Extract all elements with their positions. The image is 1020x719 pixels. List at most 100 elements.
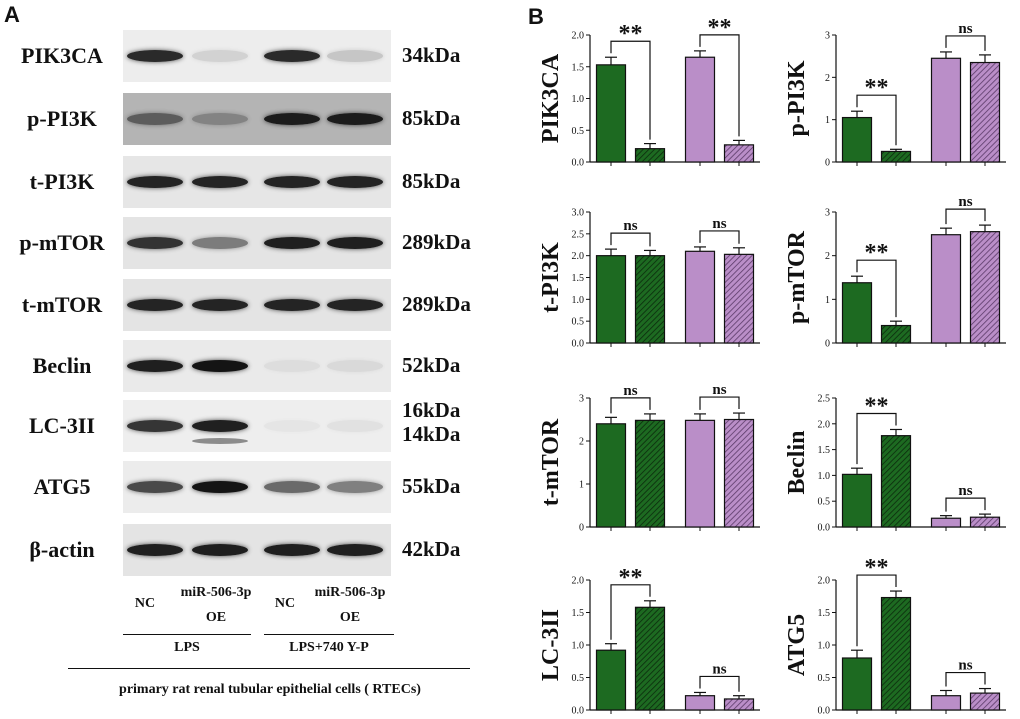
- band-4-0: [127, 299, 183, 311]
- blot-kda-2: 85kDa: [402, 169, 461, 193]
- chart-sig-label-5-1: ns: [958, 483, 972, 499]
- chart-ytick-label-6-0: 0.0: [572, 706, 585, 717]
- panel-letter-a: A: [4, 2, 20, 27]
- band-4-3: [327, 299, 383, 311]
- cells-line: [68, 668, 470, 669]
- band-3-1: [192, 237, 248, 249]
- blot-kda-3: 289kDa: [402, 230, 471, 254]
- chart-ytick-label-7-1: 0.5: [818, 673, 831, 684]
- band-5-3: [327, 360, 383, 372]
- blot-strip-8: [123, 524, 391, 576]
- chart-ylabel-7: ATG5: [784, 614, 810, 676]
- blot-kda-7: 55kDa: [402, 474, 461, 498]
- chart-ytick-label-0-4: 2.0: [572, 31, 585, 42]
- chart-1: p-PI3K 0 1 2 3 ** ns: [784, 21, 1006, 169]
- group-line-lps: [123, 634, 251, 635]
- lane-label-mir-740: miR-506-3p: [314, 585, 386, 600]
- chart-sig-bracket-5-0: [856, 412, 897, 465]
- chart-bar-4-3: [723, 418, 755, 528]
- chart-ytick-label-7-4: 2.0: [818, 576, 831, 587]
- chart-bar-3-3: [969, 231, 1001, 344]
- band-2-3: [327, 176, 383, 188]
- chart-ytick-label-2-1: 0.5: [572, 317, 585, 328]
- band-3-2: [264, 237, 320, 249]
- chart-sig-label-5-0: **: [865, 393, 889, 419]
- chart-sig-bracket-3-1: [945, 208, 986, 225]
- chart-bar-2-1: [634, 255, 666, 344]
- chart-ytick-label-0-3: 1.5: [572, 62, 585, 73]
- chart-sig-label-7-1: ns: [958, 658, 972, 674]
- blot-strip-6: [123, 400, 391, 452]
- lane-label-nc-740: NC: [274, 596, 296, 611]
- chart-sig-bracket-6-1: [699, 675, 740, 692]
- chart-sig-bracket-1-1: [945, 35, 986, 51]
- chart-ytick-label-1-3: 3: [825, 31, 830, 42]
- chart-bar-2-2: [684, 250, 716, 344]
- chart-ytick-label-2-5: 2.5: [572, 229, 585, 240]
- chart-bar-1-1: [880, 150, 912, 163]
- chart-bar-2-0: [595, 255, 627, 344]
- chart-bar-0-1: [634, 148, 666, 163]
- chart-sig-bracket-2-0: [610, 232, 651, 247]
- chart-bar-6-1: [634, 606, 666, 711]
- blot-strip-3: [123, 217, 391, 269]
- chart-sig-label-4-0: ns: [623, 383, 637, 399]
- chart-bar-4-2: [684, 419, 716, 528]
- blot-label-2: t-PI3K: [29, 169, 95, 194]
- band-2-0: [127, 176, 183, 188]
- blot-kda-4: 289kDa: [402, 292, 471, 316]
- chart-sig-bracket-3-0: [856, 259, 897, 318]
- band-8-0: [127, 544, 183, 556]
- chart-ylabel-0: PIK3CA: [538, 53, 564, 143]
- band-0-2: [264, 50, 320, 62]
- chart-bar-1-3: [969, 61, 1001, 163]
- blot-kda-5: 52kDa: [402, 353, 461, 377]
- chart-ytick-label-2-3: 1.5: [572, 273, 585, 284]
- blot-strip-1: [123, 93, 391, 145]
- group-label-lps: LPS: [174, 640, 200, 655]
- chart-bar-6-3: [723, 698, 755, 711]
- band-8-3: [327, 544, 383, 556]
- chart-ytick-label-7-2: 1.0: [818, 641, 831, 652]
- group-label-740: LPS+740 Y-P: [289, 640, 369, 655]
- chart-bar-3-2: [930, 234, 962, 344]
- chart-sig-label-2-0: ns: [623, 218, 637, 234]
- chart-ytick-label-6-2: 1.0: [572, 641, 585, 652]
- chart-sig-bracket-1-0: [856, 94, 897, 146]
- chart-2: t-PI3K 0.0 0.5 1.0 1.5 2.0 2.5 3.0 ns ns: [538, 208, 760, 350]
- chart-ytick-label-0-0: 0.0: [572, 158, 585, 169]
- chart-sig-bracket-7-0: [856, 574, 897, 647]
- chart-ytick-label-2-2: 1.0: [572, 295, 585, 306]
- blot-label-1: p-PI3K: [27, 106, 97, 131]
- chart-ytick-label-1-2: 2: [825, 73, 830, 84]
- chart-sig-label-0-0: **: [619, 21, 643, 47]
- chart-bar-0-0: [595, 64, 627, 163]
- chart-bar-5-2: [930, 517, 962, 528]
- chart-bar-3-1: [880, 324, 912, 344]
- chart-ytick-label-3-0: 0: [825, 339, 830, 350]
- chart-bar-7-3: [969, 692, 1001, 711]
- chart-ytick-label-5-0: 0.0: [818, 523, 831, 534]
- chart-bar-6-0: [595, 649, 627, 711]
- group-line-740: [264, 634, 394, 635]
- band-4-1: [192, 299, 248, 311]
- chart-sig-label-1-0: **: [865, 75, 889, 101]
- chart-ytick-label-3-1: 1: [825, 295, 830, 306]
- chart-0: PIK3CA 0.0 0.5 1.0 1.5 2.0 ** **: [538, 15, 760, 169]
- chart-bar-1-0: [841, 116, 873, 163]
- chart-ytick-label-3-2: 2: [825, 251, 830, 262]
- chart-6: LC-3II 0.0 0.5 1.0 1.5 2.0 ** ns: [538, 565, 760, 717]
- chart-sig-label-6-1: ns: [712, 661, 726, 677]
- chart-ytick-label-5-4: 2.0: [818, 419, 831, 430]
- band-5-2: [264, 360, 320, 372]
- blot-label-6: LC-3II: [28, 413, 95, 438]
- band-6-1: [192, 420, 248, 432]
- chart-sig-label-6-0: **: [619, 565, 643, 591]
- chart-ytick-label-2-6: 3.0: [572, 208, 585, 219]
- band-2-2: [264, 176, 320, 188]
- blot-strip-7: [123, 461, 391, 513]
- blot-kda-6-1: 14kDa: [402, 422, 461, 446]
- chart-bar-5-0: [841, 473, 873, 528]
- chart-sig-bracket-5-1: [945, 497, 986, 512]
